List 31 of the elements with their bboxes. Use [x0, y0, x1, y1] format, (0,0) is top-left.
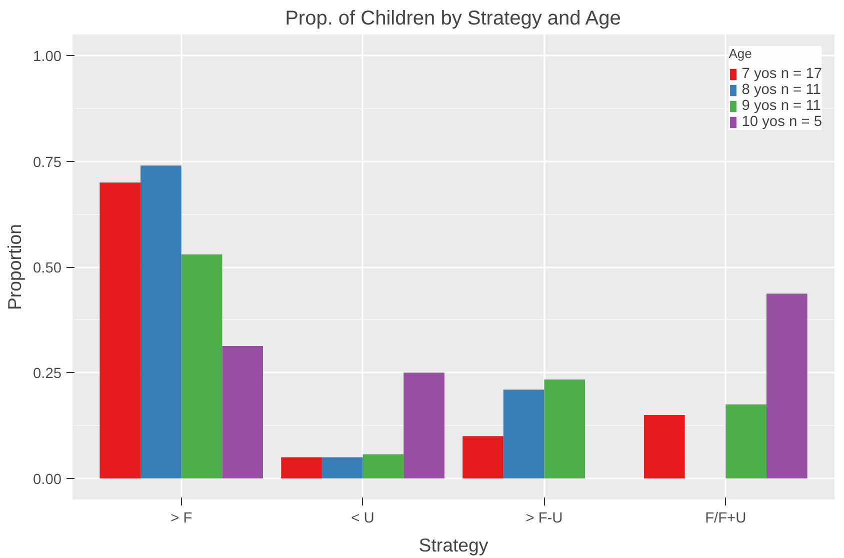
bar: [766, 294, 808, 478]
x-tick-label: > F: [170, 510, 192, 526]
bar: [644, 414, 685, 478]
y-tick-label: 0.75: [32, 154, 62, 171]
bar: [726, 404, 766, 478]
bar: [281, 457, 322, 478]
bar: [222, 346, 263, 478]
y-axis-title: Proportion: [4, 224, 25, 310]
y-tick-label: 0.25: [32, 366, 62, 382]
bar: [362, 454, 404, 478]
bar: [100, 182, 141, 478]
y-tick-label: 0.00: [32, 472, 62, 488]
bar: [140, 166, 182, 478]
x-axis-title: Strategy: [418, 534, 489, 556]
legend-title: Age: [728, 46, 753, 61]
x-tick-label: F/F+U: [705, 510, 746, 526]
legend-label: 9 yos n = 11: [742, 98, 821, 114]
chart-title: Prop. of Children by Strategy and Age: [285, 8, 621, 30]
bar: [544, 379, 586, 478]
y-tick-label: 1.00: [32, 49, 62, 66]
y-tick-label: 0.50: [32, 260, 62, 276]
legend-label: 8 yos n = 11: [742, 82, 821, 98]
bar: [462, 436, 504, 478]
x-tick-label: > F-U: [526, 510, 563, 526]
bar: [503, 390, 544, 478]
bar: [181, 254, 222, 478]
legend-label: 10 yos n = 5: [742, 114, 822, 130]
bar: [404, 372, 444, 478]
x-tick-label: < U: [351, 510, 374, 526]
legend-label: 7 yos n = 17: [742, 66, 822, 82]
bar: [322, 457, 363, 478]
